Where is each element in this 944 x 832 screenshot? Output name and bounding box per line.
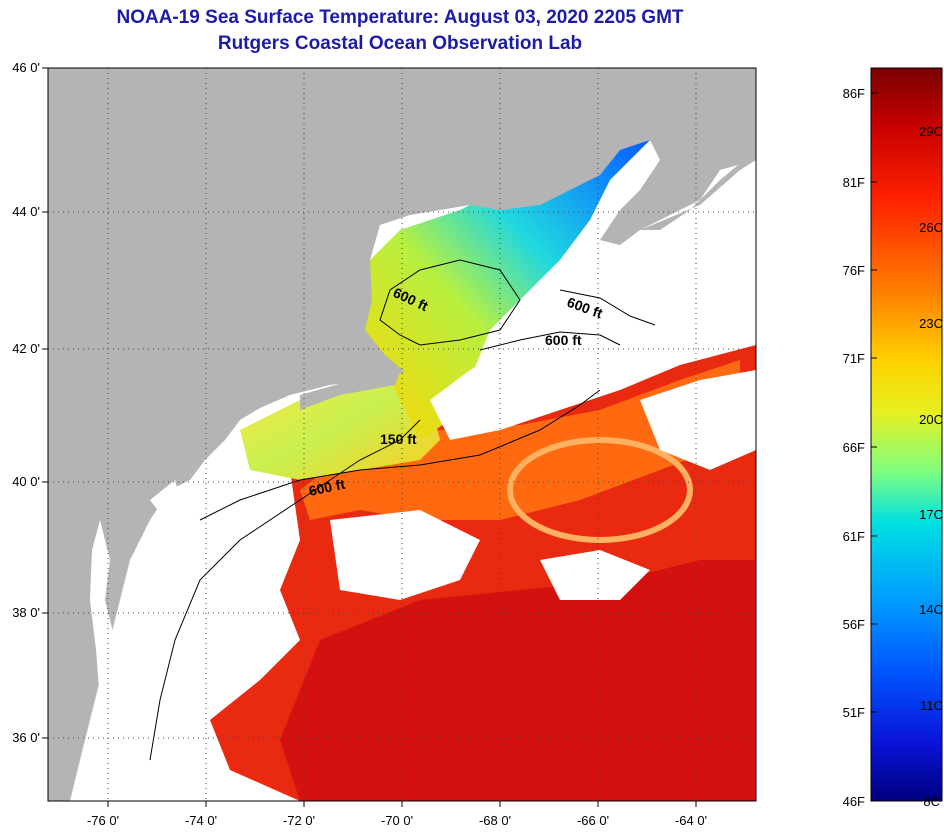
contour-600ft: [199, 389, 601, 521]
cloud-patch: [640, 370, 756, 470]
colorbar-c-label: 20C: [919, 412, 943, 427]
deep-warm-water: [280, 560, 756, 801]
colorbar-c-label: 14C: [919, 602, 943, 617]
lat-label: 44 0': [12, 204, 40, 219]
cloud-patch: [330, 510, 480, 600]
contour-label: 600 ft: [307, 476, 346, 499]
gulf-of-maine-water: [360, 90, 680, 440]
lon-label: -72 0': [283, 813, 315, 828]
warm-core-eddy: [507, 437, 693, 543]
lat-label: 38 0': [12, 605, 40, 620]
cloud-over-georges: [430, 290, 756, 440]
colorbar-f-label: 51F: [843, 705, 865, 720]
colorbar-f-label: 81F: [843, 175, 865, 190]
lat-label: 40 0': [12, 474, 40, 489]
colorbar-f-label: 56F: [843, 617, 865, 632]
colorbar-c-label: 17C: [919, 507, 943, 522]
colorbar-c-label: 23C: [919, 316, 943, 331]
colorbar-f-label: 61F: [843, 529, 865, 544]
chesapeake-bay: [90, 520, 120, 740]
colorbar-c-label: 29C: [919, 124, 943, 139]
shelf-water: [240, 370, 440, 480]
contour-label: 600 ft: [545, 332, 582, 348]
temperature-colorbar: [870, 67, 943, 802]
land-us-mainland: [48, 68, 756, 801]
lon-label: -76 0': [87, 813, 119, 828]
lon-label: -64 0': [675, 813, 707, 828]
lon-label: -74 0': [185, 813, 217, 828]
contour-600ft-east: [559, 289, 656, 326]
colorbar-f-label: 71F: [843, 351, 865, 366]
lon-label: -68 0': [479, 813, 511, 828]
lat-label: 42 0': [12, 341, 40, 356]
lon-label: -66 0': [577, 813, 609, 828]
lat-lon-grid: [48, 68, 756, 801]
colorbar-f-label: 86F: [843, 86, 865, 101]
axis-ticks: [42, 67, 697, 807]
delaware-bay: [150, 480, 180, 520]
contour-600ft-ne-channel: [479, 331, 621, 351]
cloud-patch: [540, 550, 650, 600]
colorbar-c-label: 26C: [919, 220, 943, 235]
colorbar-ticks: [871, 92, 877, 802]
orange-slope-water: [300, 360, 740, 520]
lon-label: -70 0': [381, 813, 413, 828]
lat-label: 46 0': [12, 60, 40, 75]
colorbar-f-label: 76F: [843, 263, 865, 278]
map-subtitle: Rutgers Coastal Ocean Observation Lab: [217, 33, 583, 54]
lat-label: 36 0': [12, 730, 40, 745]
map-area[interactable]: [48, 68, 756, 801]
colorbar-c-label: 11C: [920, 698, 943, 713]
colorbar-c-label: 8C: [923, 794, 940, 809]
land-long-island: [300, 372, 400, 410]
contour-label: 150 ft: [380, 431, 417, 447]
contour-600ft-gom: [379, 259, 521, 346]
colorbar-f-label: 66F: [843, 440, 865, 455]
contour-150ft: [149, 419, 421, 761]
colorbar-f-label: 46F: [843, 794, 865, 809]
map-title: NOAA-19 Sea Surface Temperature: August …: [116, 7, 684, 28]
